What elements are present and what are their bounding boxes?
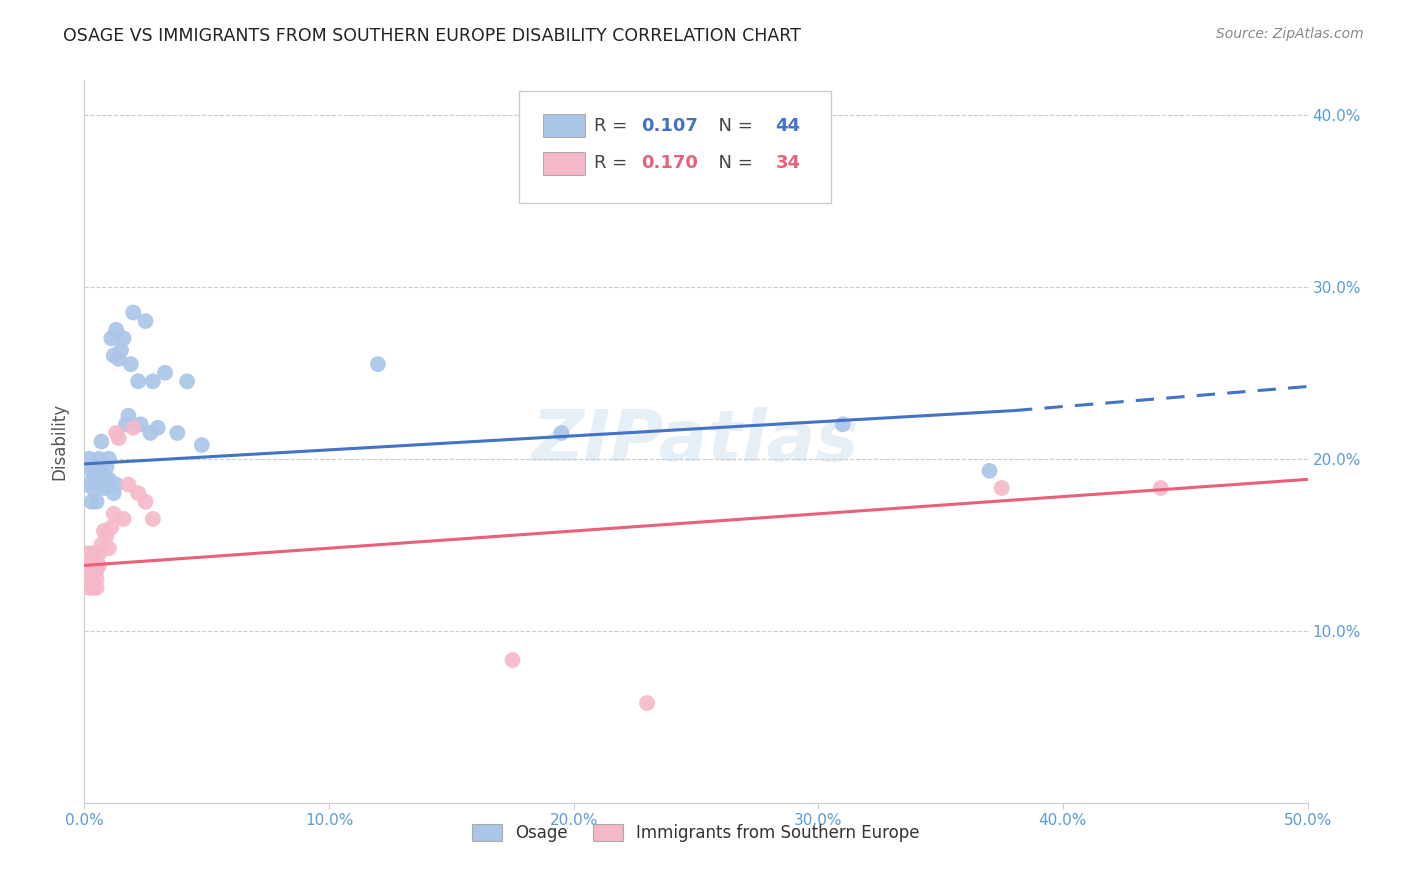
Point xyxy=(90,538,112,552)
Point xyxy=(103,349,125,363)
Text: R =: R = xyxy=(595,154,634,172)
Point xyxy=(76,546,98,560)
Text: 0.107: 0.107 xyxy=(641,117,697,135)
Point xyxy=(76,477,98,491)
Point xyxy=(90,434,112,449)
Point xyxy=(1150,481,1173,495)
Point xyxy=(96,529,118,543)
Point xyxy=(142,375,165,389)
Text: 34: 34 xyxy=(776,154,800,172)
Point xyxy=(97,451,120,466)
Point xyxy=(107,431,129,445)
Point xyxy=(135,494,157,508)
Point xyxy=(93,477,115,491)
Point xyxy=(76,555,98,569)
FancyBboxPatch shape xyxy=(543,114,585,137)
Point xyxy=(122,305,145,319)
Y-axis label: Disability: Disability xyxy=(51,403,69,480)
Point xyxy=(80,494,103,508)
Text: ZIPatlas: ZIPatlas xyxy=(533,407,859,476)
Point xyxy=(83,551,105,566)
Point xyxy=(112,512,135,526)
Point xyxy=(77,572,100,586)
Point xyxy=(110,343,132,358)
Point xyxy=(129,417,152,432)
Point xyxy=(120,357,142,371)
Point xyxy=(80,558,103,573)
Text: OSAGE VS IMMIGRANTS FROM SOUTHERN EUROPE DISABILITY CORRELATION CHART: OSAGE VS IMMIGRANTS FROM SOUTHERN EUROPE… xyxy=(63,27,801,45)
Point xyxy=(83,483,105,497)
Point xyxy=(139,425,162,440)
Point xyxy=(166,425,188,440)
Point xyxy=(97,472,120,486)
Point xyxy=(83,469,105,483)
Point xyxy=(83,575,105,590)
Point xyxy=(115,417,138,432)
Point xyxy=(105,323,128,337)
Point xyxy=(93,524,115,538)
Point xyxy=(117,409,139,423)
Text: 0.170: 0.170 xyxy=(641,154,697,172)
Point xyxy=(77,581,100,595)
Legend: Osage, Immigrants from Southern Europe: Osage, Immigrants from Southern Europe xyxy=(465,817,927,848)
Point xyxy=(86,572,108,586)
Point xyxy=(96,472,118,486)
Point xyxy=(146,421,169,435)
Point xyxy=(86,581,108,595)
Point xyxy=(103,507,125,521)
Point xyxy=(97,541,120,556)
Point xyxy=(135,314,157,328)
Text: R =: R = xyxy=(595,117,634,135)
Point xyxy=(191,438,214,452)
Point xyxy=(991,481,1014,495)
Text: N =: N = xyxy=(707,154,758,172)
Point xyxy=(86,494,108,508)
Text: N =: N = xyxy=(707,117,758,135)
Point xyxy=(93,481,115,495)
Point xyxy=(96,460,118,475)
Point xyxy=(80,464,103,478)
Point xyxy=(100,520,122,534)
Point xyxy=(107,351,129,366)
Point xyxy=(636,696,658,710)
Point xyxy=(142,512,165,526)
FancyBboxPatch shape xyxy=(543,152,585,175)
Point xyxy=(77,451,100,466)
Point xyxy=(87,558,110,573)
Point xyxy=(90,466,112,480)
Point xyxy=(831,417,853,432)
Point xyxy=(550,425,572,440)
Point xyxy=(103,486,125,500)
Point xyxy=(86,564,108,578)
Point xyxy=(502,653,524,667)
Point xyxy=(979,464,1001,478)
Point xyxy=(127,375,149,389)
Point xyxy=(176,375,198,389)
FancyBboxPatch shape xyxy=(519,91,831,203)
Point xyxy=(77,564,100,578)
Point xyxy=(105,477,128,491)
Text: 44: 44 xyxy=(776,117,800,135)
Point xyxy=(87,451,110,466)
Point xyxy=(87,546,110,560)
Point xyxy=(87,477,110,491)
Point xyxy=(83,581,105,595)
Point xyxy=(86,460,108,475)
Text: Source: ZipAtlas.com: Source: ZipAtlas.com xyxy=(1216,27,1364,41)
Point xyxy=(117,477,139,491)
Point xyxy=(112,331,135,345)
Point xyxy=(80,568,103,582)
Point xyxy=(367,357,389,371)
Point xyxy=(127,486,149,500)
Point xyxy=(122,421,145,435)
Point xyxy=(153,366,176,380)
Point xyxy=(80,546,103,560)
Point xyxy=(105,425,128,440)
Point xyxy=(100,331,122,345)
